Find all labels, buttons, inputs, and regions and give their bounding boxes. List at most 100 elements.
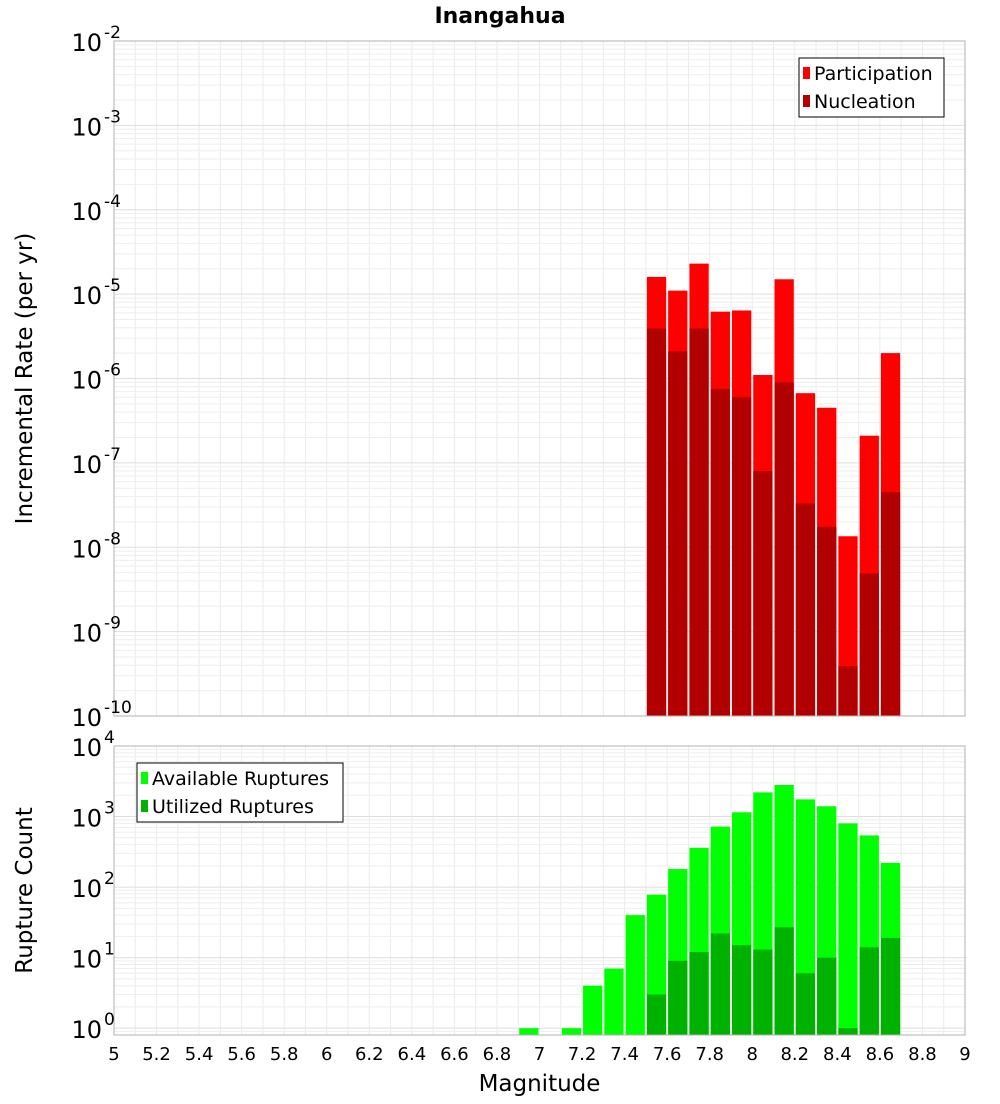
x-tick-label: 5.4 <box>185 1044 214 1065</box>
y-tick-label: 10 <box>71 198 102 226</box>
y-tick-exponent: 1 <box>104 940 115 960</box>
y-tick-label: 10 <box>71 451 102 479</box>
y-tick-exponent: -2 <box>104 23 121 43</box>
y-tick-label: 10 <box>71 1016 102 1044</box>
x-tick-label: 8.2 <box>780 1044 809 1065</box>
y-tick-label: 10 <box>71 29 102 57</box>
y-tick-exponent: 3 <box>104 799 115 819</box>
plot-frame <box>113 40 966 717</box>
bar-nucleation <box>731 397 752 716</box>
grid <box>113 40 966 717</box>
y-tick-exponent: -10 <box>104 698 132 718</box>
y-tick-exponent: 2 <box>104 869 115 889</box>
bar-utilized-ruptures <box>838 1028 858 1035</box>
x-tick-label: 7.8 <box>695 1044 724 1065</box>
y-tick-exponent: 4 <box>104 728 115 748</box>
bar-available-ruptures <box>561 1028 582 1035</box>
bars <box>646 263 901 716</box>
bar-nucleation <box>668 351 688 716</box>
x-tick-label: 7.4 <box>610 1044 639 1065</box>
x-tick-label: 6.2 <box>355 1044 384 1065</box>
x-tick-label: 8.6 <box>866 1044 895 1065</box>
bar-utilized-ruptures <box>710 933 730 1035</box>
bar-utilized-ruptures <box>689 952 709 1035</box>
bar-available-ruptures <box>604 968 624 1035</box>
bar-utilized-ruptures <box>774 927 794 1035</box>
bar-utilized-ruptures <box>668 960 688 1035</box>
x-tick-label: 6 <box>321 1044 332 1065</box>
legend-swatch <box>803 67 810 79</box>
legend-label: Nucleation <box>814 91 916 113</box>
y-tick-label: 10 <box>71 734 102 762</box>
bar-available-ruptures <box>583 985 603 1035</box>
bar-nucleation <box>880 492 901 716</box>
legend-label: Available Ruptures <box>152 768 329 790</box>
y-tick-label: 10 <box>71 282 102 310</box>
bars <box>519 784 901 1035</box>
bar-nucleation <box>795 503 816 716</box>
chart-title: Inangahua <box>434 4 565 29</box>
legend-swatch <box>803 95 810 107</box>
y-tick-label: 10 <box>71 704 102 732</box>
y-axis-label: Incremental Rate (per yr) <box>12 233 38 525</box>
bar-utilized-ruptures <box>646 994 667 1035</box>
bar-available-ruptures <box>838 823 858 1035</box>
bar-nucleation <box>753 471 773 716</box>
legend-label: Utilized Ruptures <box>152 796 314 818</box>
y-axis-label: Rupture Count <box>12 807 38 973</box>
x-tick-label: 6.6 <box>440 1044 469 1065</box>
x-tick-label: 7 <box>534 1044 545 1065</box>
x-tick-label: 6.4 <box>398 1044 427 1065</box>
bar-nucleation <box>774 382 794 716</box>
bar-utilized-ruptures <box>753 949 773 1035</box>
x-tick-label: 7.2 <box>568 1044 597 1065</box>
bar-nucleation <box>838 666 858 716</box>
y-tick-exponent: -6 <box>104 361 121 381</box>
plot-frame <box>113 745 966 1036</box>
x-tick-label: 8.8 <box>908 1044 937 1065</box>
bar-utilized-ruptures <box>817 957 837 1035</box>
x-tick-label: 6.8 <box>483 1044 512 1065</box>
y-tick-label: 10 <box>71 367 102 395</box>
bar-nucleation <box>689 328 709 716</box>
x-tick-label: 5 <box>108 1044 119 1065</box>
x-tick-label: 5.2 <box>142 1044 171 1065</box>
legend-swatch <box>141 772 148 784</box>
y-tick-label: 10 <box>71 805 102 833</box>
bar-utilized-ruptures <box>859 947 879 1035</box>
y-tick-label: 10 <box>71 113 102 141</box>
x-tick-label: 5.6 <box>227 1044 256 1065</box>
x-tick-label: 5.8 <box>270 1044 299 1065</box>
y-tick-label: 10 <box>71 946 102 974</box>
legend-swatch <box>141 800 148 812</box>
bar-nucleation <box>817 526 837 716</box>
legend-box <box>136 762 344 823</box>
x-tick-labels: 5 5.2 5.4 5.6 5.8 6 6.2 6.4 6.6 6.8 7 7.2 7.4 7.6 7.8 8… <box>108 1044 970 1065</box>
bar-available-ruptures <box>519 1028 539 1035</box>
legend: Participation Nucleation <box>798 57 945 118</box>
y-tick-exponent: -8 <box>104 529 121 549</box>
y-tick-exponent: -9 <box>104 614 121 634</box>
bar-nucleation <box>646 328 667 716</box>
bar-utilized-ruptures <box>880 937 901 1035</box>
x-tick-label: 8.4 <box>823 1044 852 1065</box>
y-tick-label: 10 <box>71 535 102 563</box>
y-tick-label: 10 <box>71 620 102 648</box>
x-tick-label: 9 <box>959 1044 970 1065</box>
legend: Available Ruptures Utilized Ruptures <box>136 762 344 823</box>
bar-available-ruptures <box>625 915 645 1035</box>
bar-utilized-ruptures <box>731 945 752 1035</box>
legend-label: Participation <box>814 63 933 85</box>
y-tick-exponent: -4 <box>104 192 121 212</box>
bar-nucleation <box>710 389 730 716</box>
x-axis-label: Magnitude <box>479 1071 601 1097</box>
y-tick-exponent: -7 <box>104 445 121 465</box>
bar-utilized-ruptures <box>795 973 816 1035</box>
y-tick-exponent: -5 <box>104 276 121 296</box>
y-tick-exponent: 0 <box>104 1010 115 1030</box>
